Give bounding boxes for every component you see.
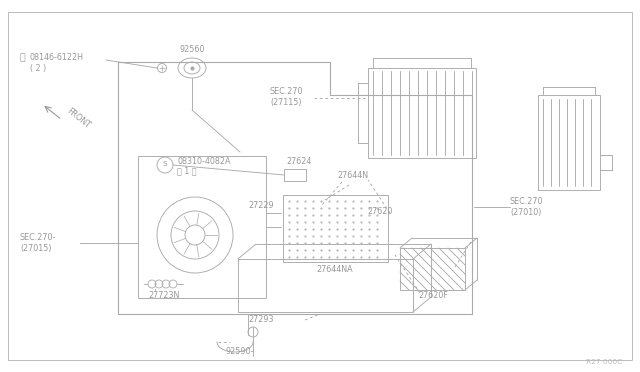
Text: SEC.270: SEC.270 — [270, 87, 303, 96]
Text: 08310-4082A: 08310-4082A — [177, 157, 230, 166]
Text: SEC.270: SEC.270 — [510, 198, 543, 206]
Text: 27229: 27229 — [248, 201, 274, 209]
Text: 92590-: 92590- — [225, 347, 253, 356]
Text: 27620F: 27620F — [418, 291, 448, 299]
Bar — [368, 68, 476, 158]
Bar — [538, 95, 600, 190]
Bar — [238, 259, 413, 312]
Text: 08146-6122H: 08146-6122H — [30, 54, 84, 62]
Text: S: S — [163, 161, 167, 167]
Bar — [138, 156, 266, 298]
Text: Ⓑ: Ⓑ — [20, 54, 26, 62]
Text: FRONT: FRONT — [65, 106, 92, 130]
Text: 27620: 27620 — [367, 208, 392, 217]
Text: 27644NA: 27644NA — [317, 266, 353, 275]
Bar — [283, 195, 388, 262]
Text: (27015): (27015) — [20, 244, 51, 253]
Text: 27293: 27293 — [248, 315, 273, 324]
Text: (27010): (27010) — [510, 208, 541, 218]
Text: SEC.270-: SEC.270- — [20, 234, 56, 243]
Text: 92560: 92560 — [179, 45, 205, 55]
Text: 27624: 27624 — [286, 157, 312, 167]
Text: 〈 1 〉: 〈 1 〉 — [177, 167, 196, 176]
Text: (27115): (27115) — [270, 99, 301, 108]
Bar — [284, 169, 306, 181]
Text: 27644N: 27644N — [337, 170, 368, 180]
Text: R27 000C: R27 000C — [586, 359, 622, 365]
Text: ( 2 ): ( 2 ) — [30, 64, 46, 73]
Text: 27723N: 27723N — [148, 292, 179, 301]
Bar — [400, 248, 465, 290]
